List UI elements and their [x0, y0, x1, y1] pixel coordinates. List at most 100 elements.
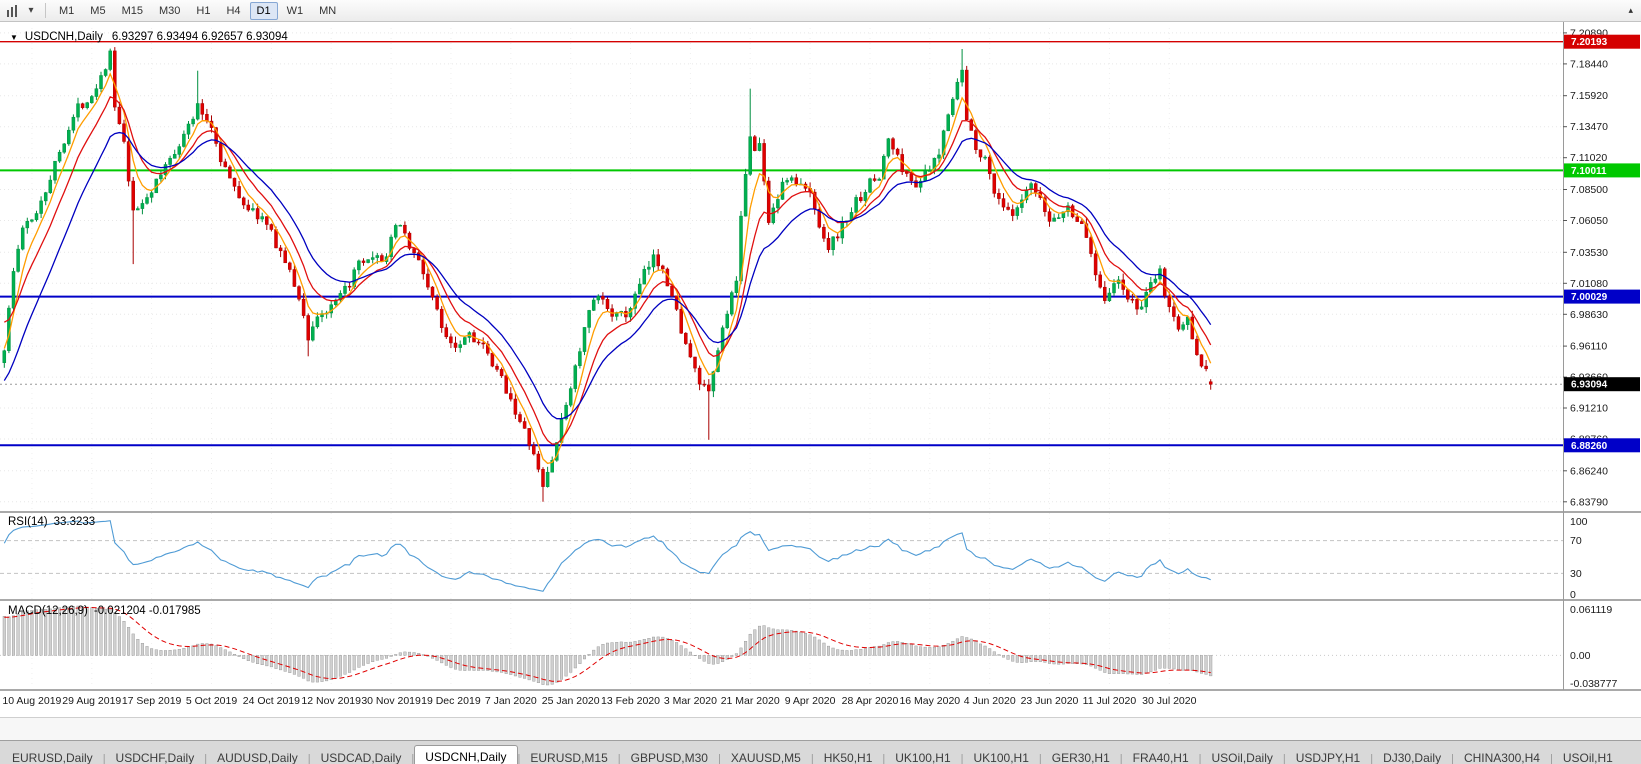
tab-dj30-daily[interactable]: DJ30,Daily [1383, 751, 1442, 764]
tab-usoil-h1[interactable]: USOil,H1 [1562, 751, 1613, 764]
chart-canvas[interactable]: 7.208907.184407.159207.134707.110207.085… [0, 22, 1641, 712]
candle [34, 210, 39, 222]
toolbar-overflow-icon[interactable]: ▴ [1628, 5, 1633, 15]
candle [674, 295, 679, 311]
candle [582, 327, 587, 356]
candle [486, 340, 490, 356]
candle [536, 451, 541, 473]
candle [1075, 213, 1079, 222]
timeframe-button-mn[interactable]: MN [319, 4, 337, 17]
panel-separators [0, 22, 1641, 691]
price-axis-label: 6.86240 [1570, 465, 1608, 477]
candle [393, 223, 398, 240]
collapse-arrow-icon[interactable]: ▼ [10, 33, 18, 42]
candle [53, 160, 57, 184]
candle [568, 386, 573, 408]
candle [1061, 211, 1066, 223]
candle [651, 249, 656, 272]
tab-separator: | [882, 753, 886, 764]
date-axis-label: 21 Mar 2020 [721, 695, 780, 707]
candle [656, 249, 660, 271]
tab-eurusd-m15[interactable]: EURUSD,M15 [530, 751, 608, 764]
timeframe-button-m5[interactable]: M5 [90, 4, 106, 17]
rsi-axis-label: 30 [1570, 568, 1582, 580]
timeframe-button-m1[interactable]: M1 [59, 4, 75, 17]
date-axis: 10 Aug 2019 29 Aug 2019 17 Sep 2019 5 Oct 2… [2, 695, 1196, 707]
tab-usdcad-daily[interactable]: USDCAD,Daily [320, 751, 402, 764]
tab-gbpusd-m30[interactable]: GBPUSD,M30 [630, 751, 708, 764]
candle [412, 247, 416, 258]
candle [472, 329, 476, 343]
candle [228, 164, 232, 179]
tab-usdcnh-daily[interactable]: USDCNH,Daily [414, 745, 518, 764]
candle [891, 137, 895, 155]
candle [1103, 281, 1107, 304]
tab-xauusd-m5[interactable]: XAUUSD,M5 [730, 751, 801, 764]
candle [80, 102, 85, 110]
candle [453, 336, 458, 352]
tab-separator: | [204, 753, 208, 764]
candle [992, 173, 997, 198]
timeframe-button-w1[interactable]: W1 [286, 4, 304, 17]
tab-usdchf-daily[interactable]: USDCHF,Daily [115, 751, 195, 764]
candle [126, 136, 131, 187]
candle [702, 379, 706, 387]
tab-usdjpy-h1[interactable]: USDJPY,H1 [1295, 751, 1361, 764]
rsi-value: 33.3233 [54, 516, 96, 528]
tab-eurusd-daily[interactable]: EURUSD,Daily [12, 751, 93, 764]
candle [835, 233, 840, 242]
date-axis-label: 10 Aug 2019 [2, 695, 61, 707]
candle [361, 258, 366, 266]
timeframe-button-h4[interactable]: H4 [226, 4, 241, 17]
candle [587, 309, 591, 334]
candle [1024, 186, 1029, 204]
dropdown-arrow-icon[interactable]: ▾ [28, 5, 34, 16]
candle [232, 177, 237, 192]
candle [1047, 208, 1052, 227]
candle [255, 203, 260, 224]
tab-separator: | [1119, 753, 1123, 764]
tab-usoil-daily[interactable]: USOil,Daily [1211, 751, 1273, 764]
candle [1080, 218, 1084, 224]
horizontal-gridlines [0, 32, 1563, 503]
candle [1038, 187, 1043, 200]
candle [85, 101, 89, 110]
macd-values: -0.021204 -0.017985 [94, 605, 201, 617]
timeframe-button-d1[interactable]: D1 [249, 1, 278, 20]
candle [246, 199, 251, 212]
candle [1139, 301, 1144, 310]
tab-fra40-h1[interactable]: FRA40,H1 [1132, 751, 1189, 764]
candle [877, 177, 881, 181]
candle [826, 232, 831, 253]
candle [785, 177, 789, 186]
candle [439, 306, 444, 333]
candle [532, 441, 536, 456]
candle [191, 116, 195, 127]
candle [1204, 360, 1208, 372]
candle [338, 290, 343, 303]
candle [481, 337, 485, 349]
chart-bars-icon[interactable] [4, 2, 22, 20]
candle [67, 126, 71, 146]
timeframe-button-m30[interactable]: M30 [158, 4, 181, 17]
candle [955, 78, 960, 101]
tab-separator: | [102, 753, 106, 764]
candle [1172, 300, 1176, 322]
tab-separator: | [717, 753, 721, 764]
tab-hk50-h1[interactable]: HK50,H1 [823, 751, 873, 764]
tab-uk100-h1[interactable]: UK100,H1 [895, 751, 951, 764]
candle [122, 119, 126, 144]
tab-china300-h4[interactable]: CHINA300,H4 [1463, 751, 1540, 764]
candle [679, 304, 683, 334]
tab-audusd-daily[interactable]: AUDUSD,Daily [217, 751, 298, 764]
timeframe-button-h1[interactable]: H1 [196, 4, 211, 17]
chart-tabs-bar: EURUSD,Daily | USDCHF,Daily | AUDUSD,Daily | U… [0, 740, 1641, 764]
tab-uk100-h1[interactable]: UK100,H1 [973, 751, 1029, 764]
tab-separator: | [1451, 753, 1454, 764]
candle [389, 234, 393, 262]
tab-separator: | [1198, 753, 1202, 764]
tab-ger30-h1[interactable]: GER30,H1 [1051, 751, 1110, 764]
moving-average-lines [3, 72, 1212, 465]
candle [1098, 271, 1102, 289]
timeframe-button-m15[interactable]: M15 [121, 4, 143, 17]
